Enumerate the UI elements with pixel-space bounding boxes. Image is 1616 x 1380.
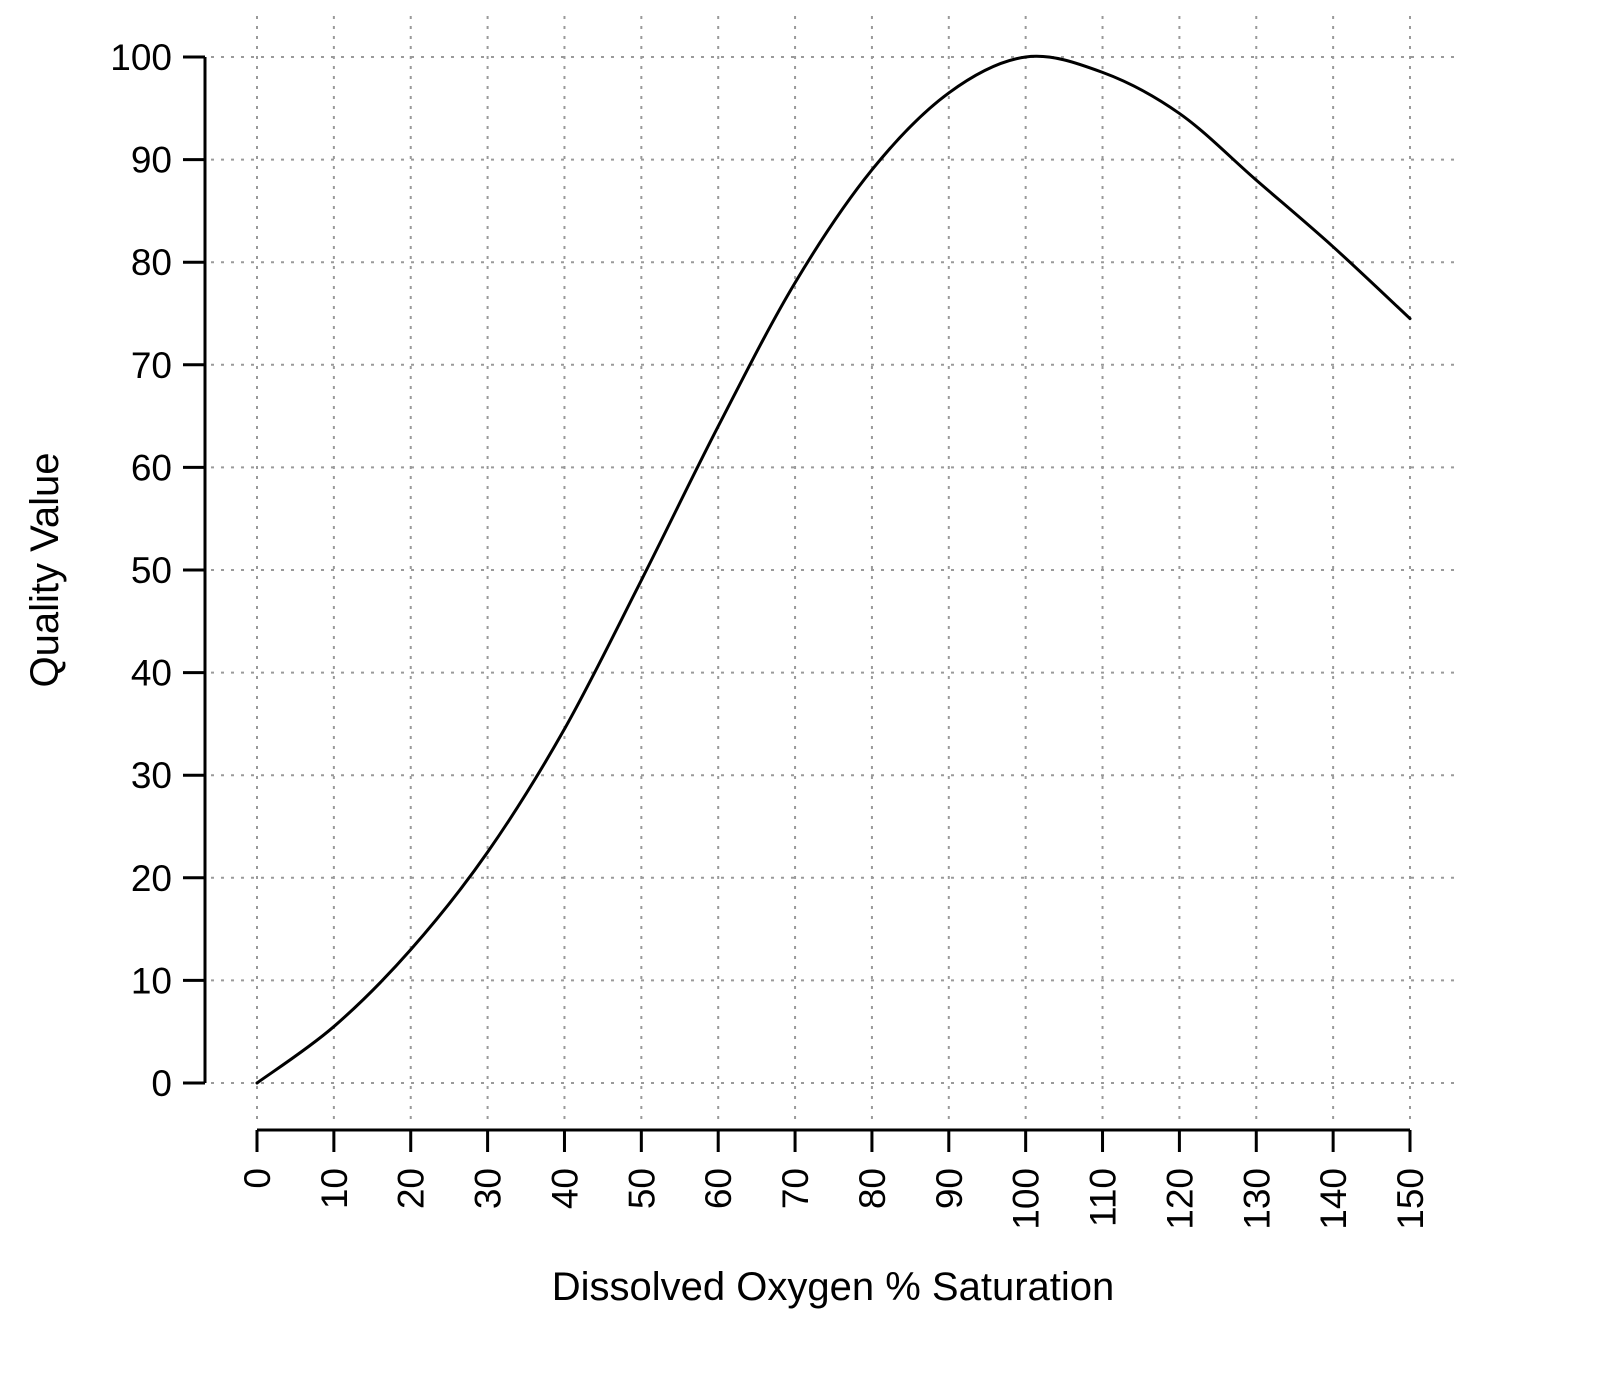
x-tick-label: 150	[1390, 1168, 1431, 1230]
series-line	[255, 54, 1412, 1085]
x-tick-label: 100	[1006, 1168, 1047, 1230]
x-tick-label: 120	[1159, 1168, 1200, 1230]
y-tick-label: 40	[131, 653, 172, 694]
y-tick-label: 0	[151, 1063, 172, 1104]
y-tick-label: 90	[131, 140, 172, 181]
y-axis-title: Quality Value	[23, 453, 67, 688]
axes: 0 10 20 30 40 50 60 70 80 90 100 0 10 20 30 40 50 60 70 80 9…	[110, 37, 1431, 1230]
x-tick-label: 80	[852, 1168, 893, 1209]
x-axis-title: Dissolved Oxygen % Saturation	[552, 1265, 1115, 1309]
x-tick-label: 60	[698, 1168, 739, 1209]
x-tick-label: 110	[1083, 1168, 1124, 1227]
x-tick-label: 50	[621, 1168, 662, 1209]
y-tick-label: 80	[131, 242, 172, 283]
y-tick-label: 10	[131, 960, 172, 1001]
y-tick-label: 30	[131, 755, 172, 796]
x-tick-label: 40	[544, 1168, 585, 1209]
y-tick-label: 60	[131, 447, 172, 488]
x-tick-label: 130	[1236, 1168, 1277, 1230]
y-tick-label: 20	[131, 858, 172, 899]
x-tick-label: 90	[929, 1168, 970, 1209]
x-tick-label: 0	[237, 1168, 278, 1189]
x-tick-label: 10	[314, 1168, 355, 1209]
y-tick-label: 100	[110, 37, 172, 78]
y-tick-label: 50	[131, 550, 172, 591]
gridlines	[211, 16, 1456, 1124]
x-tick-label: 20	[391, 1168, 432, 1209]
y-tick-label: 70	[131, 345, 172, 386]
axis-titles: Quality Value Dissolved Oxygen % Saturat…	[23, 453, 1114, 1309]
x-tick-label: 140	[1313, 1168, 1354, 1230]
x-tick-label: 70	[775, 1168, 816, 1209]
x-tick-label: 30	[468, 1168, 509, 1209]
quality-curve	[255, 54, 1412, 1085]
